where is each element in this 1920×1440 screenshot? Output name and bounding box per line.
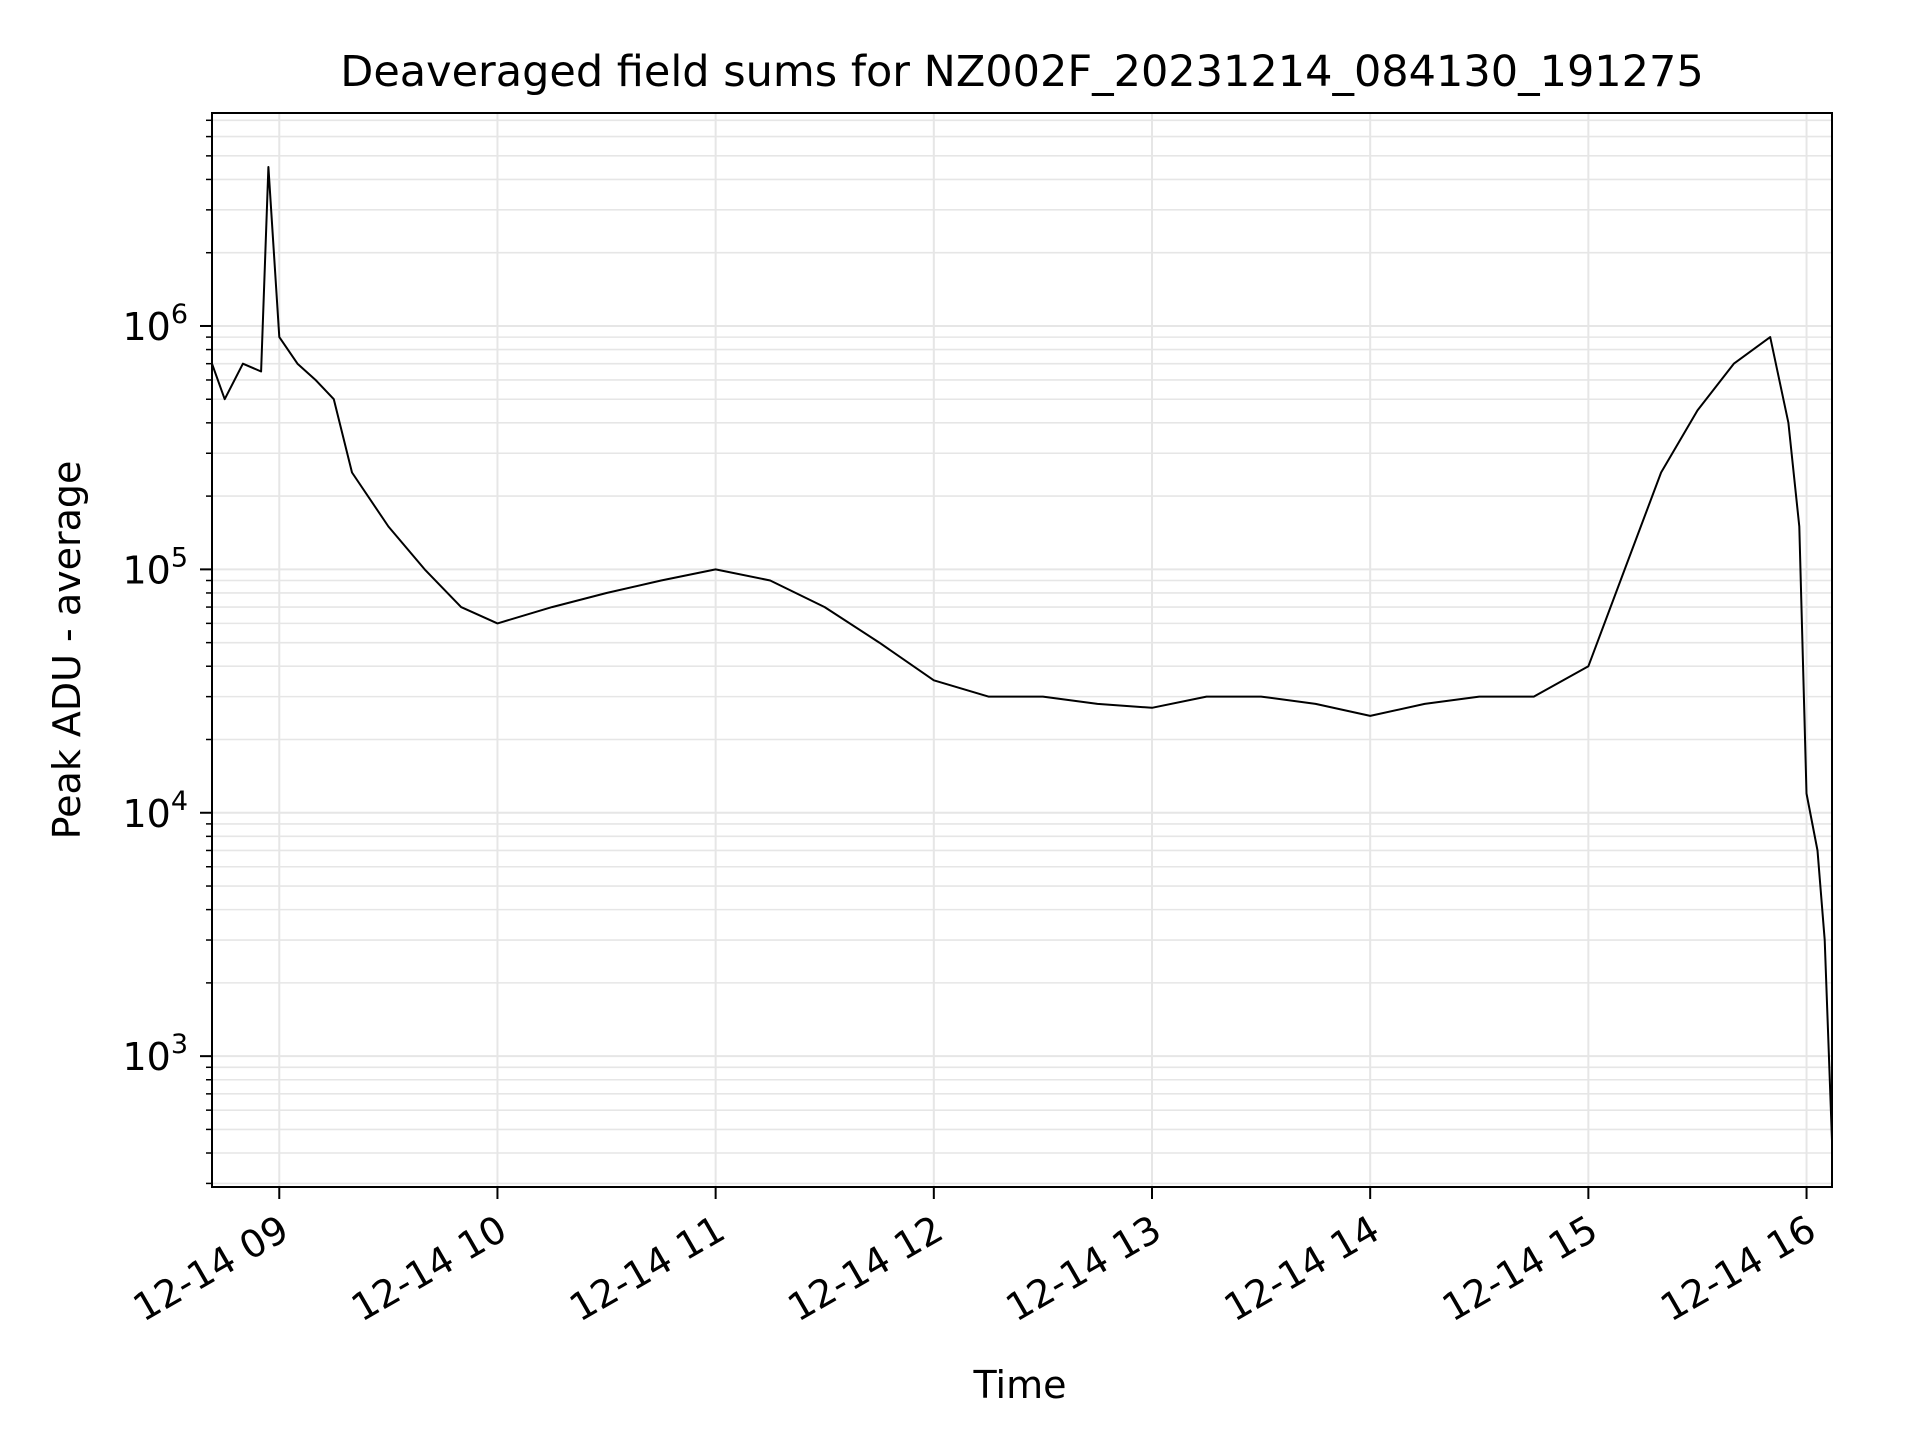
x-tick-label: 12-14 11 [562, 1207, 732, 1331]
x-tick-label: 12-14 14 [1217, 1207, 1387, 1331]
x-tick-label: 12-14 09 [126, 1207, 296, 1331]
x-tick-label: 12-14 15 [1435, 1207, 1605, 1331]
series-line [211, 166, 1833, 1141]
y-axis-label: Peak ADU - average [45, 461, 89, 840]
x-tick-label: 12-14 13 [999, 1207, 1169, 1331]
grid-lines [212, 113, 1832, 1187]
x-tick-label: 12-14 16 [1653, 1207, 1823, 1331]
x-tick-label: 12-14 10 [344, 1207, 514, 1331]
y-tick-label: 105 [122, 542, 188, 592]
y-tick-label: 106 [122, 299, 188, 349]
y-axis-ticks: 103 104 105 106 [122, 119, 212, 1185]
y-tick-label: 104 [122, 786, 188, 836]
x-tick-label: 12-14 12 [780, 1207, 950, 1331]
x-axis-label: Time [973, 1363, 1067, 1407]
plot-frame [211, 112, 1833, 1188]
x-axis-ticks: 12-14 09 12-14 10 12-14 11 12-14 12 12-14 13… [126, 1187, 1823, 1330]
y-tick-label: 103 [122, 1029, 188, 1079]
series-group [211, 166, 1833, 1141]
chart-title: Deaveraged field sums for NZ002F_2023121… [340, 47, 1704, 97]
